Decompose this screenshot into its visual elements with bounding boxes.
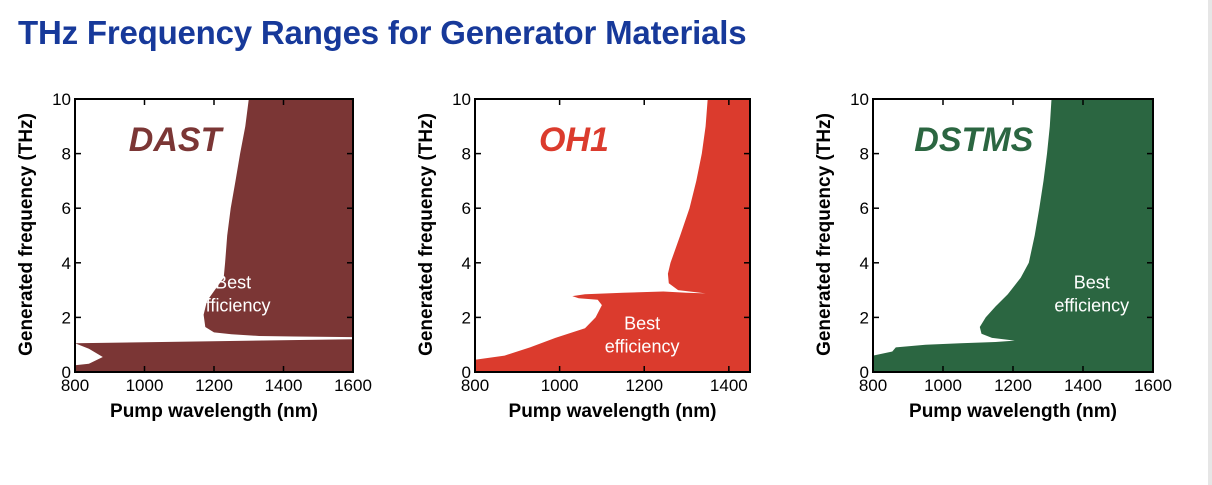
oh1-x-tick-label: 1400 [710,376,748,395]
dstms-material-label: DSTMS [914,121,1033,159]
dast-region-1 [203,99,353,338]
dast-x-tick-label: 1600 [334,376,372,395]
right-edge-strip [1208,0,1212,485]
dast-y-tick-label: 2 [62,308,71,327]
oh1-annotation-line: Best [624,314,660,334]
oh1-y-tick-label: 6 [462,199,471,218]
oh1-plot-frame [474,98,751,373]
dstms-y-tick-label: 10 [850,90,869,109]
dstms-y-tick-label: 0 [860,363,869,382]
oh1-y-axis-label: Generated frequency (THz) [416,113,437,356]
dast-x-tick-label: 1000 [126,376,164,395]
dstms-x-axis-label: Pump wavelength (nm) [909,401,1117,422]
dstms-y-axis-label: Generated frequency (THz) [814,113,835,356]
dast-y-tick-label: 6 [62,199,71,218]
dstms-region-0 [873,99,1153,372]
dstms-x-tick-label: 800 [859,376,887,395]
dstms-x-tick-label: 1000 [924,376,962,395]
dstms-y-tick-label: 4 [860,254,869,273]
dstms-y-tick-label: 8 [860,145,869,164]
oh1-y-tick-label: 8 [462,145,471,164]
oh1-annotation-line: efficiency [605,337,680,357]
dstms-y-tick-label: 6 [860,199,869,218]
dast-y-tick-label: 10 [52,90,71,109]
dstms-annotation-line: Best [1074,273,1110,293]
dstms-x-tick-label: 1200 [994,376,1032,395]
oh1-y-tick-label: 0 [462,363,471,382]
dstms-x-tick-label: 1400 [1064,376,1102,395]
dast-x-tick-label: 1400 [265,376,303,395]
dast-y-tick-label: 8 [62,145,71,164]
oh1-x-tick-label: 800 [461,376,489,395]
dstms-y-tick-label: 2 [860,308,869,327]
dast-region-0 [75,339,353,372]
dast-material-label: DAST [129,121,225,159]
oh1-x-tick-label: 1000 [541,376,579,395]
oh1-y-tick-label: 10 [452,90,471,109]
oh1-y-tick-label: 2 [462,308,471,327]
oh1-x-tick-label: 1200 [625,376,663,395]
dast-y-tick-label: 0 [62,363,71,382]
dast-y-axis-label: Generated frequency (THz) [16,113,37,356]
oh1-x-axis-label: Pump wavelength (nm) [509,401,717,422]
dstms-annotation-line: efficiency [1054,296,1129,316]
dast-x-axis-label: Pump wavelength (nm) [110,401,318,422]
dast-annotation-line: efficiency [196,296,271,316]
dstms-x-tick-label: 1600 [1134,376,1172,395]
oh1-region-0 [475,99,750,372]
oh1-material-label: OH1 [539,121,609,159]
oh1-y-tick-label: 4 [462,254,471,273]
dast-x-tick-label: 800 [61,376,89,395]
page-title: THz Frequency Ranges for Generator Mater… [18,14,747,51]
dast-y-tick-label: 4 [62,254,71,273]
dast-x-tick-label: 1200 [195,376,233,395]
dast-annotation-line: Best [215,273,251,293]
